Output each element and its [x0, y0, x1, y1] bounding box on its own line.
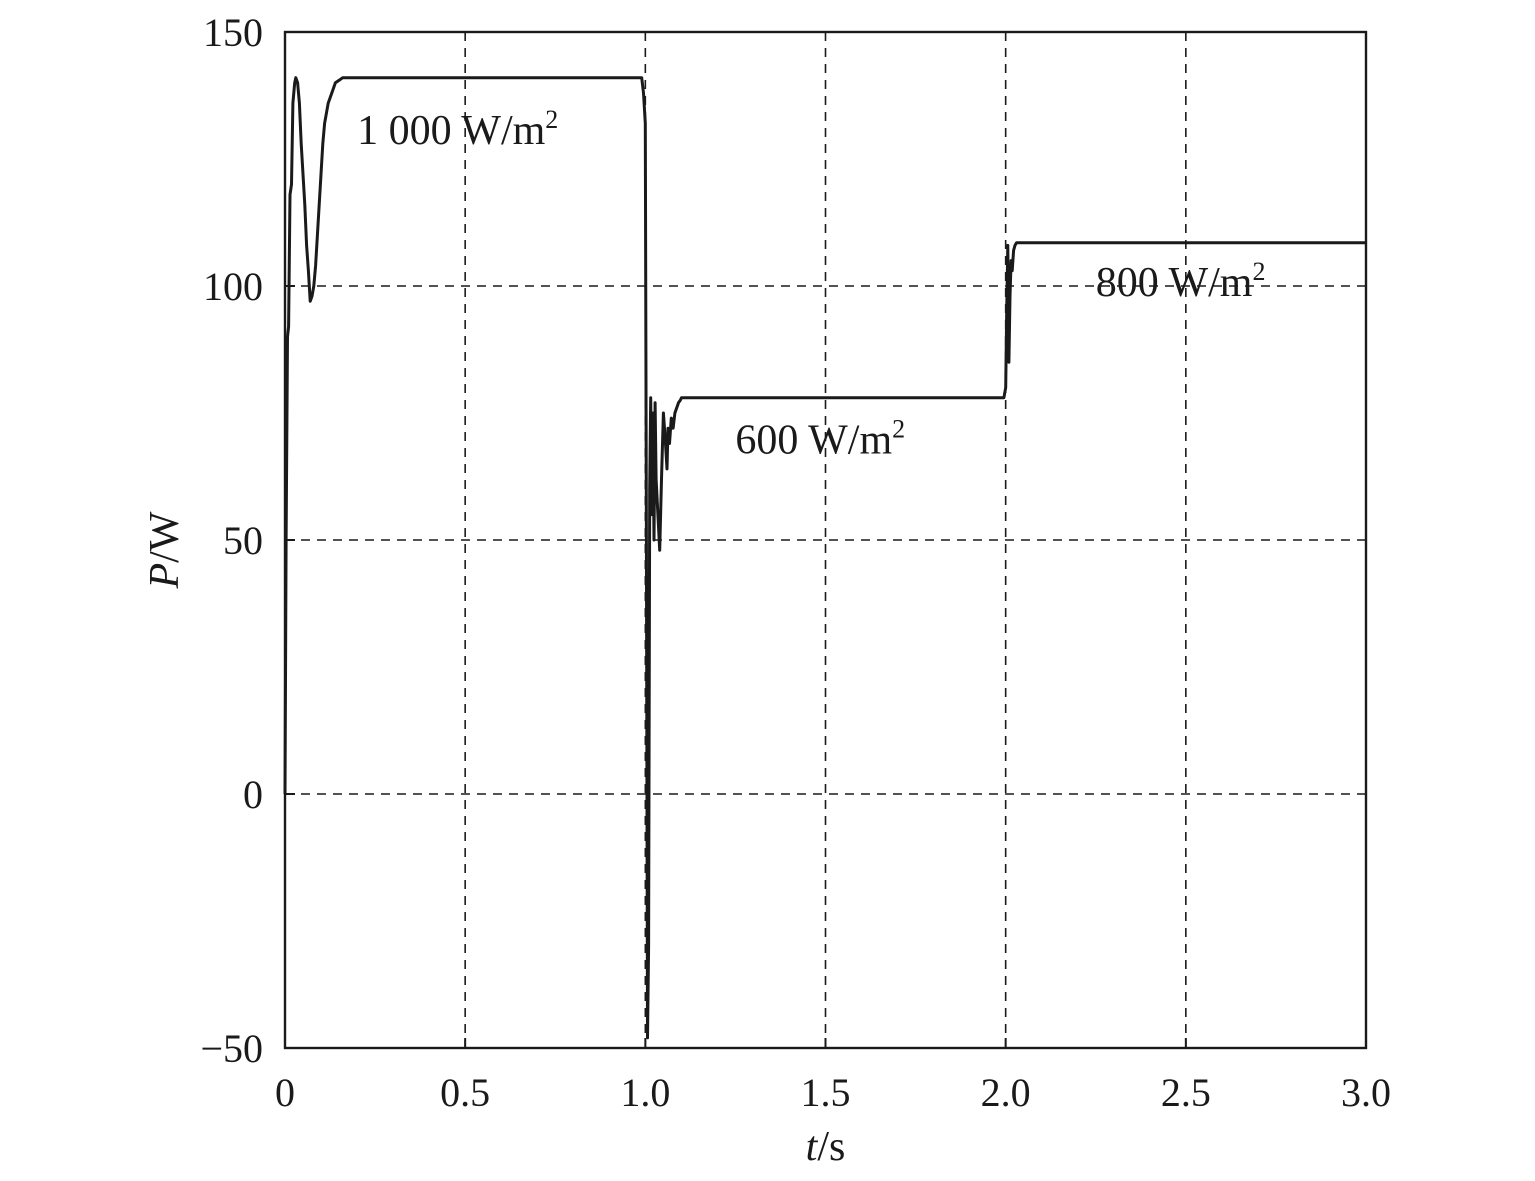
grid-lines: [285, 32, 1366, 1048]
power-series-line: [283, 76, 1366, 1040]
y-tick-label: 100: [203, 264, 263, 309]
annotations: 1 000 W/m2 600 W/m2 800 W/m2: [357, 105, 1265, 464]
x-tick-label: 1.0: [620, 1070, 670, 1115]
x-axis-label-symbol: t: [806, 1124, 819, 1170]
y-tick-label: 0: [243, 772, 263, 817]
y-tick-label: 150: [203, 10, 263, 55]
y-tick-label: −50: [200, 1026, 263, 1071]
x-axis-label-unit: /s: [817, 1124, 845, 1170]
x-tick-label: 2.5: [1161, 1070, 1211, 1115]
x-tick-label: 2.0: [981, 1070, 1031, 1115]
irradiance-annotation: 600 W/m2: [735, 415, 905, 464]
x-axis-label: t/s: [806, 1124, 846, 1170]
axis-ticks: 0 0.5 1.0 1.5 2.0 2.5 3.0 −50 0 50 100 150: [200, 10, 1391, 1115]
x-tick-label: 3.0: [1341, 1070, 1391, 1115]
x-tick-label: 1.5: [801, 1070, 851, 1115]
y-axis-label: P/W: [142, 511, 188, 589]
irradiance-annotation: 800 W/m2: [1096, 257, 1266, 306]
y-axis-label-unit: /W: [142, 511, 188, 563]
y-tick-label: 50: [223, 518, 263, 563]
x-tick-label: 0: [275, 1070, 295, 1115]
x-tick-label: 0.5: [440, 1070, 490, 1115]
irradiance-annotation: 1 000 W/m2: [357, 105, 558, 154]
y-axis-label-symbol: P: [142, 563, 188, 590]
series-layer: [283, 76, 1366, 1040]
